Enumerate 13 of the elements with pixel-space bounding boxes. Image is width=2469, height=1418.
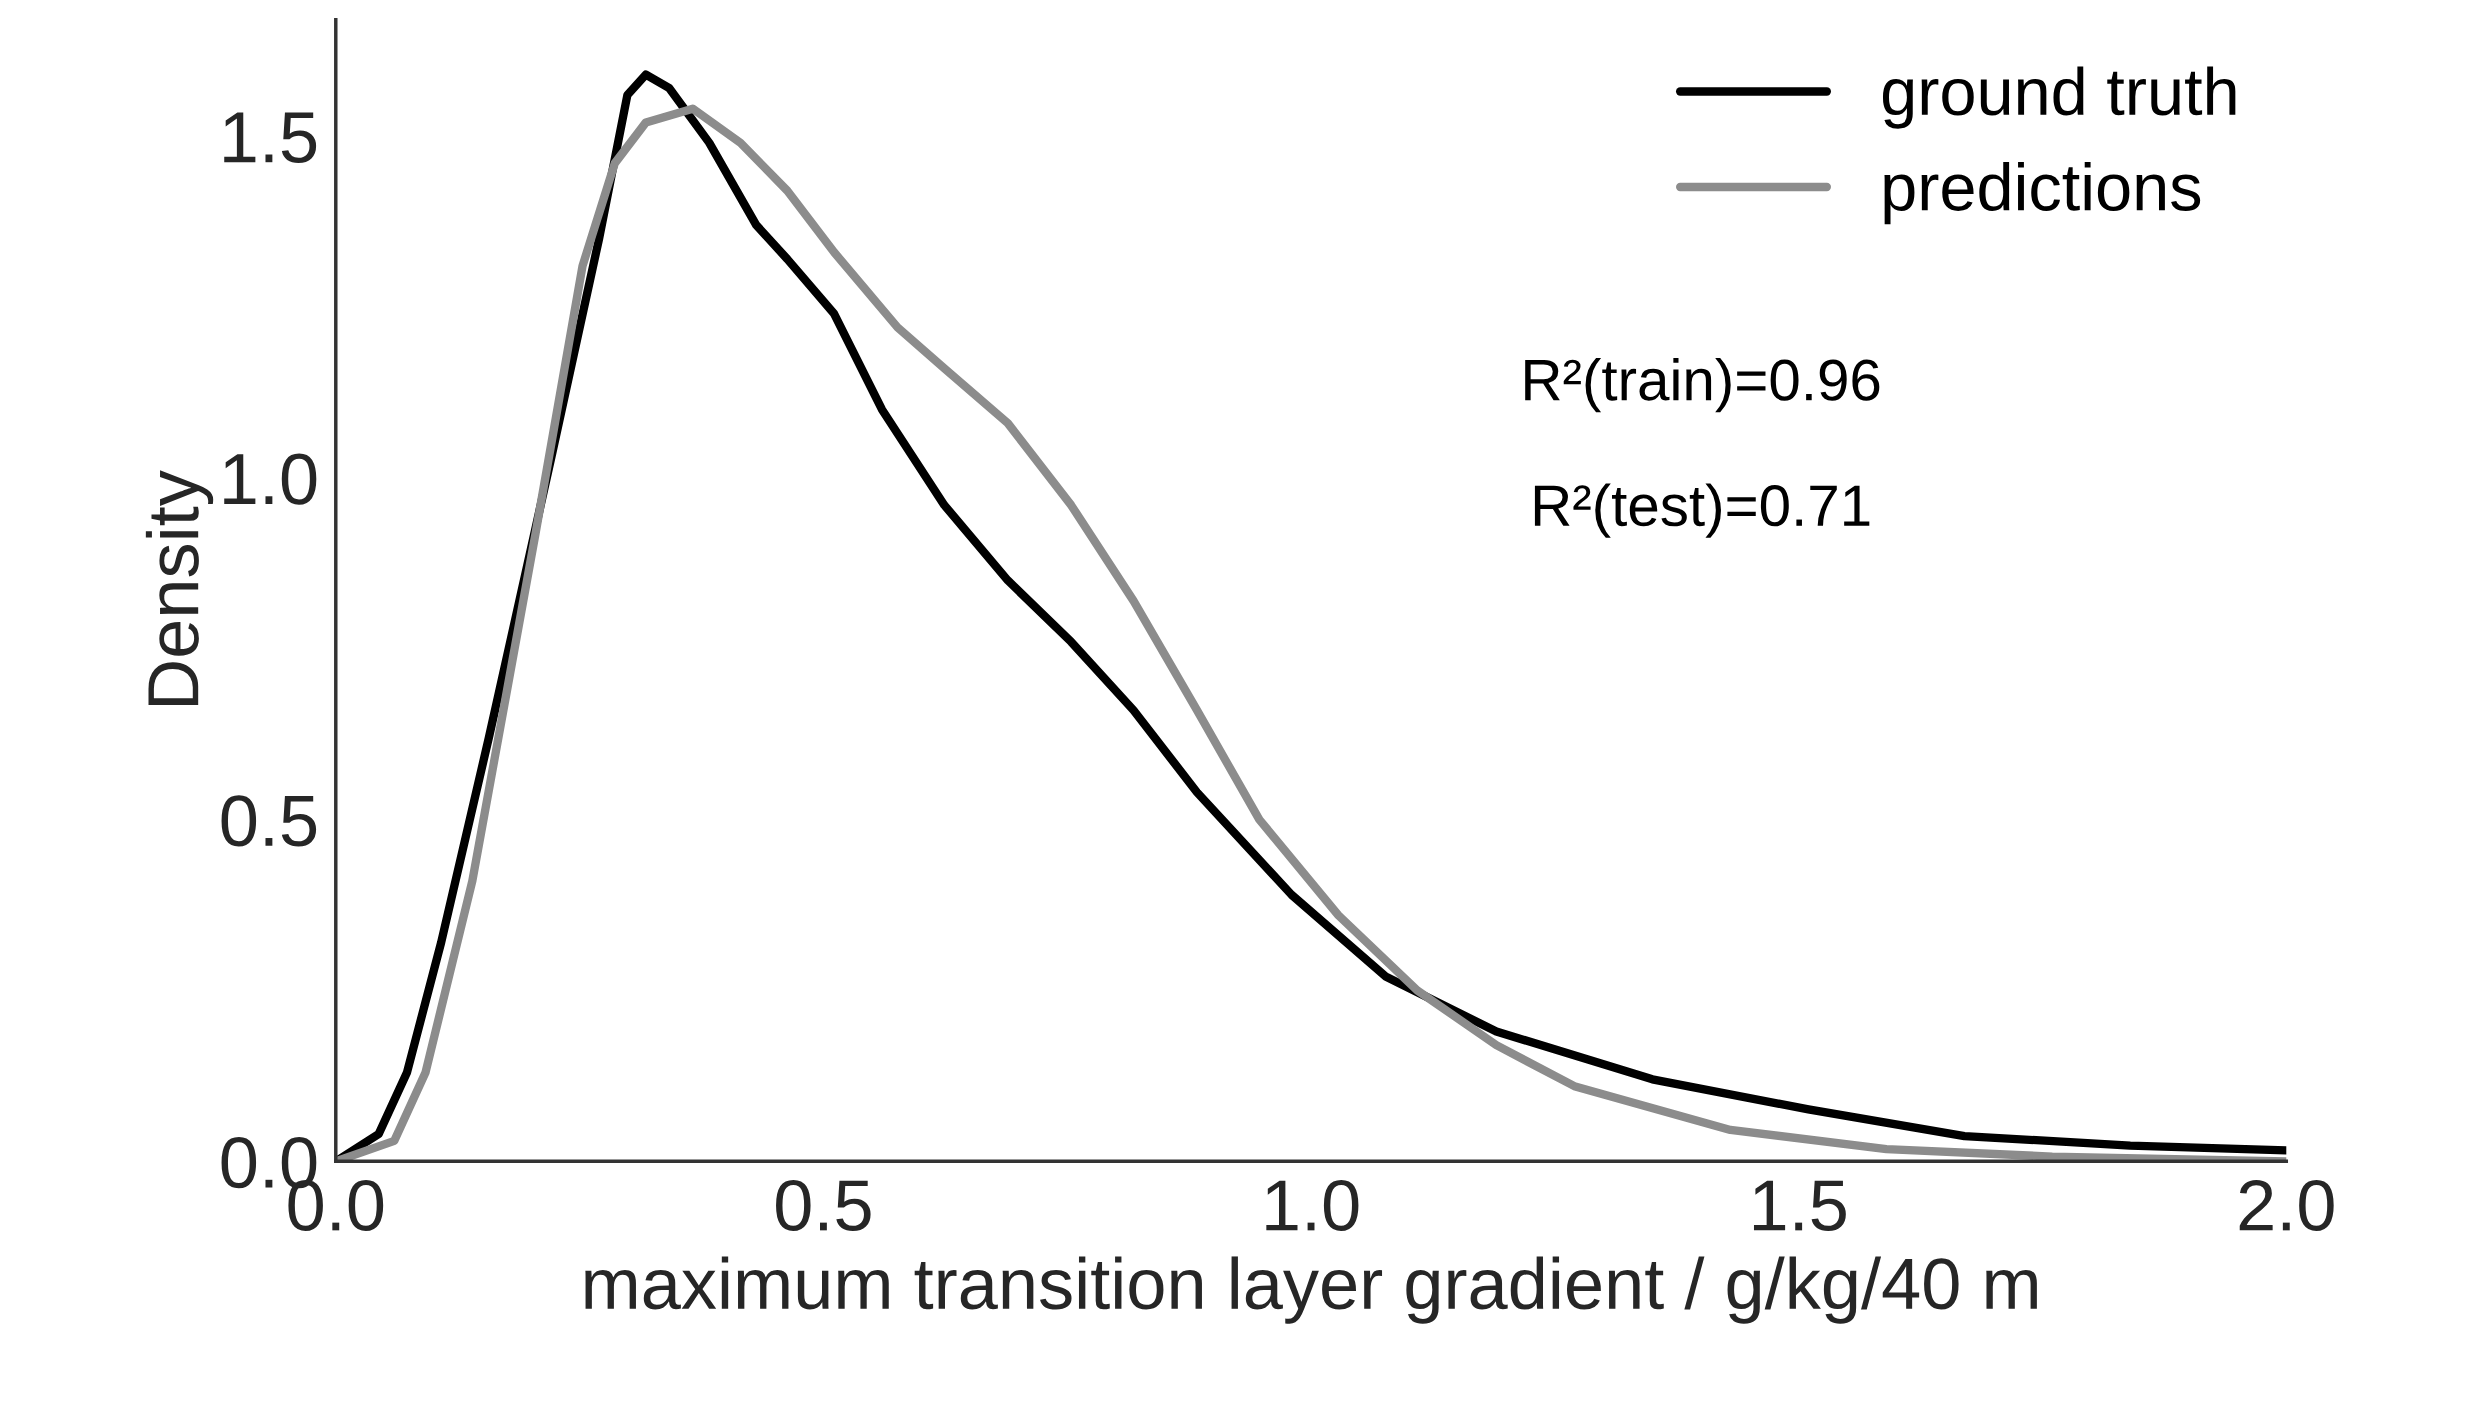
x-tick-label: 0.5 bbox=[776, 1179, 871, 1232]
annotation: R²(train)=0.96 bbox=[1525, 357, 1880, 413]
y-tick-label: 1.0 bbox=[224, 453, 317, 505]
legend-label: ground truth bbox=[1882, 66, 2236, 129]
y-axis-title: Density bbox=[145, 470, 214, 706]
x-tick-label: 2.0 bbox=[2239, 1179, 2334, 1232]
x-tick-label: 1.5 bbox=[1753, 1180, 1846, 1232]
legend-label: predictions bbox=[1884, 162, 2201, 225]
x-tick-label: 1.0 bbox=[1266, 1179, 1359, 1232]
annotation: R²(test)=0.71 bbox=[1534, 483, 1870, 538]
y-tick-label: 0.5 bbox=[221, 795, 317, 847]
y-tick-label: 1.5 bbox=[224, 112, 317, 163]
x-axis-title: maximum transition layer gradient / g/kg/40 m bbox=[585, 1256, 2037, 1324]
